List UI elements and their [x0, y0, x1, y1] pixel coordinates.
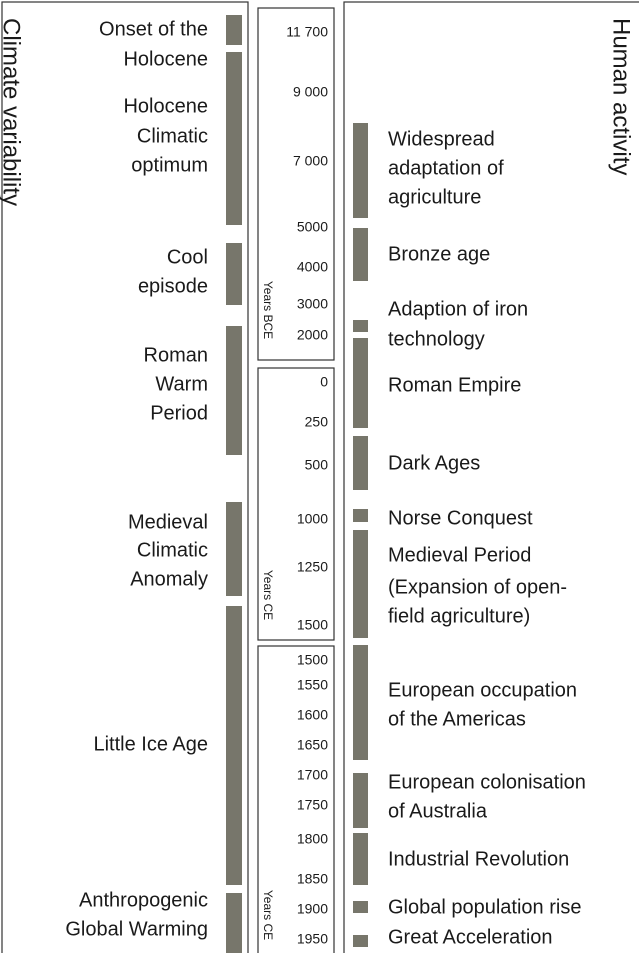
- time-tick-label: 1500: [297, 617, 328, 633]
- human-label: Dark Ages: [388, 452, 480, 474]
- human-label: Medieval Period: [388, 544, 531, 566]
- time-tick-label: 7 000: [293, 153, 328, 169]
- human-label: Global population rise: [388, 896, 581, 918]
- climate-label: Anthropogenic: [79, 889, 208, 911]
- human-label: Norse Conquest: [388, 507, 533, 529]
- human-label: European occupation: [388, 679, 577, 701]
- climate-label: Medieval: [128, 511, 208, 533]
- time-tick-label: 1250: [297, 559, 328, 575]
- human-label: Roman Empire: [388, 374, 521, 396]
- human-bar: [353, 228, 368, 281]
- human-label: Widespread: [388, 128, 495, 150]
- climate-label: Anomaly: [130, 568, 208, 590]
- human-bar: [353, 833, 368, 885]
- climate-panel: [1, 1, 249, 958]
- climate-label: episode: [138, 275, 208, 297]
- human-label: technology: [388, 328, 485, 350]
- climate-label: Climatic: [137, 539, 208, 561]
- human-label: of the Americas: [388, 708, 526, 730]
- human-bar: [353, 123, 368, 218]
- time-tick-label: 0: [320, 374, 328, 390]
- climate-bar: [226, 243, 242, 305]
- time-tick-label: 2000: [297, 327, 328, 343]
- human-label: Industrial Revolution: [388, 848, 569, 870]
- climate-bar: [226, 326, 242, 455]
- time-tick-label: 9 000: [293, 84, 328, 100]
- climate-label: Period: [150, 402, 208, 424]
- climate-label: Cool: [167, 246, 208, 268]
- time-axis-label: Years CE: [261, 890, 275, 940]
- time-tick-label: 1750: [297, 797, 328, 813]
- climate-title: Climate variability: [0, 18, 25, 206]
- climate-bar: [226, 606, 242, 885]
- climate-bar: [226, 52, 242, 225]
- climate-bar: [226, 15, 242, 45]
- time-axis-label: Years BCE: [261, 281, 275, 339]
- human-label: Adaption of iron: [388, 298, 528, 320]
- climate-label: optimum: [131, 154, 208, 176]
- climate-bar: [226, 502, 242, 596]
- time-tick-label: 4000: [297, 259, 328, 275]
- climate-label: Global Warming: [65, 918, 208, 940]
- time-tick-label: 1700: [297, 767, 328, 783]
- time-tick-label: 250: [305, 414, 329, 430]
- time-tick-label: 1850: [297, 871, 328, 887]
- time-tick-label: 1800: [297, 831, 328, 847]
- human-bar: [353, 320, 368, 332]
- time-tick-label: 1650: [297, 737, 328, 753]
- time-tick-label: 1600: [297, 707, 328, 723]
- time-axis-label: Years CE: [261, 570, 275, 620]
- time-tick-label: 1000: [297, 511, 328, 527]
- human-bar: [353, 773, 368, 828]
- human-bar: [353, 436, 368, 490]
- human-panel: [343, 1, 639, 958]
- human-label: agriculture: [388, 186, 481, 208]
- climate-bar: [226, 893, 242, 958]
- human-label: adaptation of: [388, 157, 504, 179]
- human-label: Great Acceleration: [388, 926, 553, 948]
- time-tick-label: 1900: [297, 901, 328, 917]
- time-tick-label: 500: [305, 457, 329, 473]
- human-label: (Expansion of open-: [388, 576, 567, 598]
- human-bar: [353, 645, 368, 760]
- time-tick-label: 1950: [297, 931, 328, 947]
- timeline-box: [257, 367, 335, 641]
- human-label: of Australia: [388, 800, 488, 822]
- human-bar: [353, 901, 368, 913]
- time-tick-label: 1500: [297, 652, 328, 668]
- climate-label: Holocene: [123, 48, 208, 70]
- human-label: Bronze age: [388, 243, 490, 265]
- human-bar: [353, 935, 368, 947]
- climate-label: Warm: [155, 373, 208, 395]
- climate-label: Roman: [144, 344, 208, 366]
- climate-label: Little Ice Age: [93, 733, 208, 755]
- human-title: Human activity: [608, 18, 635, 175]
- timeline-box: [257, 645, 335, 958]
- time-tick-label: 3000: [297, 296, 328, 312]
- time-tick-label: 11 700: [286, 24, 328, 40]
- climate-label: Holocene: [123, 95, 208, 117]
- human-bar: [353, 530, 368, 638]
- timeline-box: [257, 7, 335, 361]
- human-bar: [353, 509, 368, 522]
- time-tick-label: 5000: [297, 219, 328, 235]
- climate-label: Onset of the: [99, 18, 208, 40]
- human-label: field agriculture): [388, 605, 530, 627]
- time-tick-label: 1550: [297, 677, 328, 693]
- human-label: European colonisation: [388, 771, 586, 793]
- climate-label: Climatic: [137, 125, 208, 147]
- human-bar: [353, 338, 368, 428]
